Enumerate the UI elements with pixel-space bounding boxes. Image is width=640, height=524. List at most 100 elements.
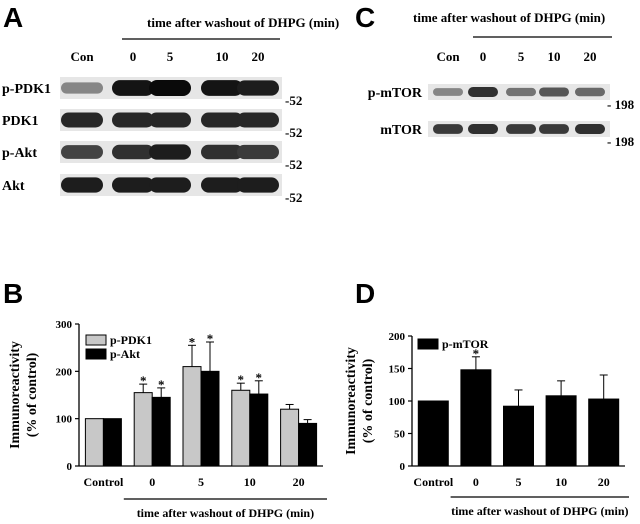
- panel-label-b: B: [3, 278, 23, 309]
- western-blot-a: time after washout of DHPG (min) Con 0 5 10…: [2, 15, 339, 205]
- blot-band: [61, 82, 103, 94]
- blot-band: [149, 112, 191, 128]
- mw-marker: -52: [285, 93, 302, 108]
- blot-band: [61, 177, 103, 193]
- blot-band: [506, 87, 536, 97]
- x-tick-label: 0: [473, 475, 479, 489]
- blot-band: [61, 145, 103, 159]
- blot-band: [433, 88, 463, 96]
- blot-band: [112, 177, 154, 193]
- bar: [84, 418, 104, 467]
- row-label: PDK1: [2, 114, 39, 129]
- y-tick-label: 150: [389, 364, 406, 376]
- y-axis-label: (% of control): [25, 352, 40, 437]
- y-tick-label: 300: [56, 319, 73, 331]
- lane-label: 0: [130, 49, 137, 64]
- y-tick-label: 100: [56, 414, 73, 426]
- lane-label: 5: [518, 49, 525, 64]
- x-tick-label: 0: [149, 475, 155, 489]
- y-tick-label: 200: [389, 331, 406, 343]
- bar: [182, 366, 202, 467]
- western-blot-c: time after washout of DHPG (min) Con 0 5 10…: [368, 10, 635, 149]
- bar: [298, 422, 318, 467]
- panel-label-d: D: [355, 278, 375, 309]
- legend-swatch: [417, 338, 439, 350]
- row-label: p-PDK1: [2, 82, 51, 97]
- mw-marker: -52: [285, 190, 302, 205]
- blot-band: [237, 80, 279, 96]
- bar: [545, 395, 577, 467]
- legend-swatch: [85, 348, 107, 360]
- x-tick-label: 20: [293, 475, 305, 489]
- blot-band: [433, 124, 463, 134]
- bar: [249, 393, 269, 467]
- lane-label: 10: [216, 49, 229, 64]
- lane-label: 0: [480, 49, 487, 64]
- blot-band: [61, 112, 103, 128]
- significance-star: *: [140, 373, 147, 388]
- x-tick-label: Control: [84, 475, 124, 489]
- y-tick-label: 0: [67, 461, 73, 473]
- blot-band: [201, 144, 243, 160]
- y-tick-label: 50: [394, 429, 406, 441]
- lane-label: Con: [436, 49, 460, 64]
- blot-c-header: time after washout of DHPG (min): [413, 10, 605, 25]
- x-tick-label: 10: [555, 475, 567, 489]
- blot-band: [237, 144, 279, 160]
- blot-a-header: time after washout of DHPG (min): [147, 15, 339, 30]
- row-label: Akt: [2, 179, 25, 194]
- blot-band: [468, 86, 498, 98]
- bar: [503, 405, 534, 467]
- mw-marker: -52: [285, 157, 302, 172]
- blot-band: [237, 177, 279, 193]
- mw-marker: -52: [285, 125, 302, 140]
- panel-label-a: A: [3, 2, 23, 33]
- blot-band: [201, 112, 243, 128]
- bar: [102, 418, 122, 467]
- blot-band: [112, 80, 154, 96]
- blot-band: [201, 177, 243, 193]
- blot-band: [539, 124, 569, 134]
- legend-label: p-PDK1: [110, 333, 152, 347]
- blot-band: [149, 144, 191, 160]
- mw-marker: - 198: [607, 97, 635, 112]
- bar: [151, 396, 171, 467]
- blot-band: [149, 80, 191, 96]
- blot-band: [112, 144, 154, 160]
- bar: [417, 400, 449, 467]
- blot-band: [539, 87, 569, 97]
- lane-label: Con: [70, 49, 94, 64]
- significance-star: *: [207, 331, 214, 346]
- bar: [588, 398, 620, 467]
- blot-band: [112, 112, 154, 128]
- blot-band: [201, 80, 243, 96]
- y-axis-label: Immunoreactivity: [8, 341, 23, 449]
- bar: [200, 370, 220, 467]
- lane-label: 20: [252, 49, 265, 64]
- row-label: mTOR: [380, 123, 423, 138]
- blot-band: [237, 112, 279, 128]
- lane-label: 5: [167, 49, 174, 64]
- significance-star: *: [256, 370, 263, 385]
- row-label: p-mTOR: [368, 86, 423, 101]
- panel-label-c: C: [355, 2, 375, 33]
- y-axis-label: Immunoreactivity: [344, 347, 359, 455]
- lane-label: 20: [584, 49, 597, 64]
- significance-star: *: [189, 334, 196, 349]
- legend-label: p-Akt: [110, 347, 140, 361]
- lane-label: 10: [548, 49, 561, 64]
- blot-band: [149, 177, 191, 193]
- bar: [280, 408, 300, 467]
- x-tick-label: 5: [198, 475, 204, 489]
- y-axis-label: (% of control): [361, 358, 376, 443]
- y-tick-label: 0: [400, 461, 406, 473]
- x-tick-label: 20: [598, 475, 610, 489]
- bar: [460, 369, 492, 467]
- significance-star: *: [238, 372, 245, 387]
- y-tick-label: 200: [56, 366, 73, 378]
- blot-band: [575, 123, 605, 135]
- blot-band: [506, 124, 536, 134]
